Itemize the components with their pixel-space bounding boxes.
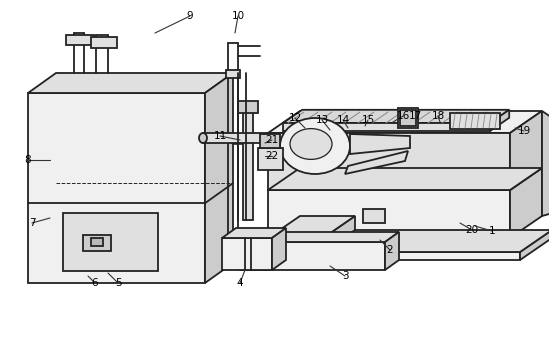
Text: 10: 10: [232, 11, 244, 21]
Text: 19: 19: [517, 126, 531, 136]
Bar: [91, 238, 103, 246]
Polygon shape: [350, 134, 410, 154]
Polygon shape: [28, 93, 205, 283]
Text: 6: 6: [92, 278, 98, 288]
Polygon shape: [323, 230, 549, 252]
Bar: [260, 134, 280, 148]
Bar: [83, 235, 111, 251]
Text: 20: 20: [466, 225, 479, 235]
Polygon shape: [323, 252, 520, 260]
Bar: [226, 70, 240, 78]
Polygon shape: [268, 168, 542, 190]
Polygon shape: [272, 228, 286, 270]
Polygon shape: [283, 110, 509, 123]
Polygon shape: [542, 111, 549, 216]
Ellipse shape: [290, 128, 332, 160]
Text: 18: 18: [432, 111, 445, 121]
Bar: [66, 35, 94, 45]
Text: 14: 14: [337, 115, 350, 125]
Text: 16: 16: [396, 111, 410, 121]
Polygon shape: [345, 151, 408, 174]
Bar: [450, 113, 500, 129]
Bar: [398, 108, 418, 128]
Polygon shape: [240, 232, 399, 242]
Text: 12: 12: [288, 113, 301, 123]
Text: 5: 5: [115, 278, 121, 288]
Polygon shape: [510, 111, 542, 190]
Text: 17: 17: [408, 111, 422, 121]
Text: 13: 13: [315, 115, 329, 125]
Polygon shape: [510, 168, 542, 238]
Polygon shape: [520, 230, 549, 260]
Text: 2: 2: [386, 245, 393, 255]
Bar: [91, 37, 117, 48]
Text: 3: 3: [341, 271, 348, 281]
Polygon shape: [268, 238, 323, 260]
Ellipse shape: [199, 133, 207, 143]
Text: 8: 8: [25, 155, 31, 165]
Polygon shape: [283, 123, 490, 131]
Bar: [238, 101, 258, 113]
Polygon shape: [28, 73, 233, 93]
Text: 21: 21: [265, 135, 279, 145]
Polygon shape: [268, 216, 355, 238]
Polygon shape: [323, 216, 355, 260]
Text: 9: 9: [187, 11, 193, 21]
Polygon shape: [268, 111, 542, 133]
Polygon shape: [268, 190, 510, 238]
Polygon shape: [222, 228, 286, 238]
Bar: [240, 242, 385, 270]
Bar: [222, 238, 272, 270]
Bar: [363, 209, 385, 223]
Bar: [243, 108, 253, 220]
Text: 4: 4: [237, 278, 243, 288]
Bar: [258, 148, 283, 170]
Text: 7: 7: [29, 218, 35, 228]
Text: 15: 15: [361, 115, 374, 125]
Polygon shape: [205, 73, 233, 283]
Bar: [400, 110, 416, 126]
Text: 22: 22: [265, 151, 279, 161]
Polygon shape: [490, 110, 509, 131]
Polygon shape: [203, 133, 272, 143]
Polygon shape: [385, 232, 399, 270]
Text: 1: 1: [489, 226, 495, 236]
Text: 11: 11: [214, 131, 227, 141]
Bar: [63, 213, 158, 271]
Polygon shape: [268, 133, 510, 190]
Ellipse shape: [280, 118, 350, 174]
